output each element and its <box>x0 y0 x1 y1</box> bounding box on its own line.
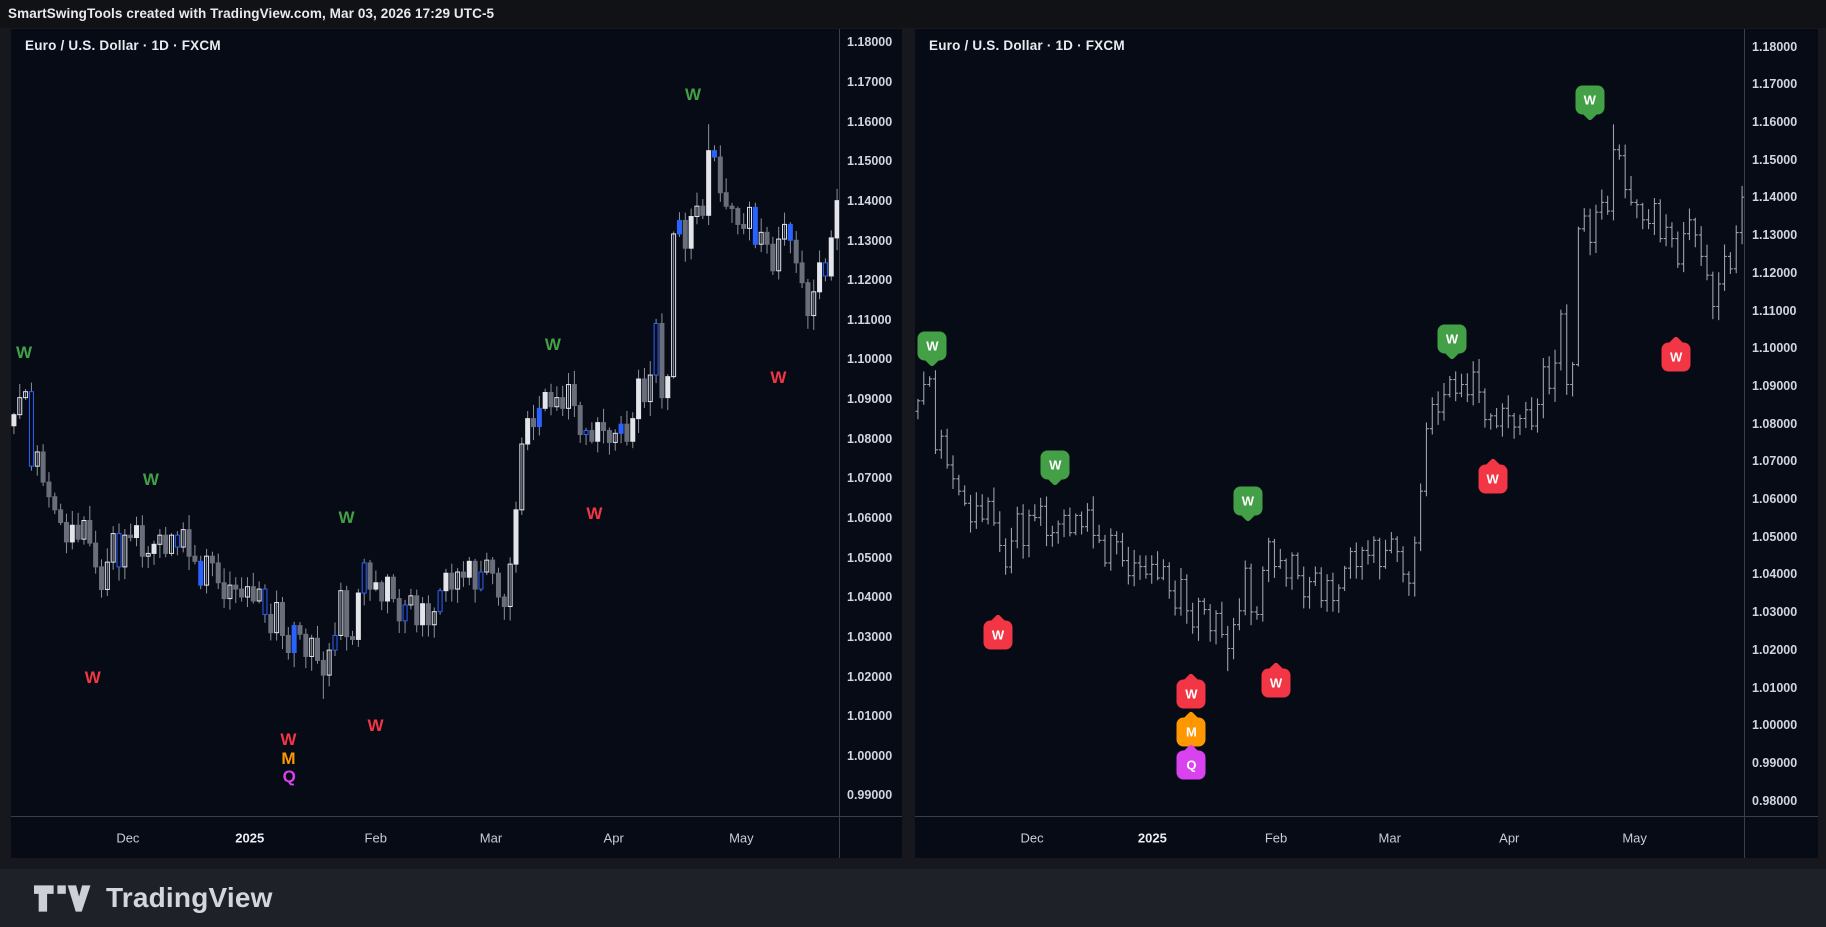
time-axis[interactable]: Dec 2025 Feb Mar Apr May <box>915 816 1818 858</box>
price-tick-label: 1.11000 <box>847 312 892 327</box>
price-tick-label: 1.07000 <box>847 471 893 486</box>
price-tick-label: 1.16000 <box>847 114 893 129</box>
price-tick-label: 1.10000 <box>847 352 893 367</box>
price-tick-label: 1.02000 <box>847 669 893 684</box>
time-tick-label: Mar <box>1378 830 1401 845</box>
price-tick-label: 0.99000 <box>1752 755 1798 770</box>
price-tick-label: 1.05000 <box>847 550 893 565</box>
price-tick-label: 1.12000 <box>1752 265 1798 280</box>
price-tick-label: 1.12000 <box>847 273 893 288</box>
price-tick-label: 1.04000 <box>847 590 893 605</box>
time-tick-label: Apr <box>1499 830 1520 845</box>
time-tick-label: Mar <box>479 830 503 845</box>
price-tick-label: 1.00000 <box>1752 718 1798 733</box>
price-tick-label: 1.05000 <box>1752 529 1798 544</box>
price-tick-label: 1.18000 <box>847 35 893 50</box>
time-tick-label: Apr <box>603 830 624 845</box>
price-tick-label: 1.16000 <box>1752 115 1798 129</box>
price-tick-label: 1.10000 <box>1752 341 1798 356</box>
price-tick-label: 1.17000 <box>1752 77 1798 92</box>
price-tick-label: 1.00000 <box>847 748 893 763</box>
price-tick-label: 1.14000 <box>1752 190 1798 205</box>
price-tick-label: 1.09000 <box>1752 378 1798 393</box>
price-tick-label: 0.99000 <box>847 788 893 803</box>
price-tick-label: 1.15000 <box>1752 152 1798 167</box>
price-tick-label: 1.01000 <box>1752 680 1798 695</box>
time-tick-label: May <box>1622 830 1647 845</box>
price-tick-label: 1.17000 <box>847 75 893 89</box>
candlestick-series <box>11 124 840 699</box>
symbol-title: Euro / U.S. Dollar · 1D · FXCM <box>929 38 1125 53</box>
brand-footer: TradingView <box>0 869 1826 927</box>
bar-plot-area[interactable] <box>915 29 1745 817</box>
price-tick-label: 1.02000 <box>1752 642 1798 657</box>
price-axis[interactable]: 1.18000 1.17000 1.16000 1.15000 1.14000 1.130… <box>1744 29 1818 858</box>
price-axis[interactable]: 1.18000 1.17000 1.16000 1.15000 1.14000 1.130… <box>839 29 902 858</box>
price-tick-label: 1.07000 <box>1752 454 1798 469</box>
time-axis[interactable]: Dec 2025 Feb Mar Apr May <box>11 816 902 858</box>
price-tick-label: 1.11000 <box>1752 303 1797 318</box>
price-tick-label: 1.14000 <box>847 193 893 208</box>
price-tick-label: 1.04000 <box>1752 567 1798 582</box>
time-tick-label: Feb <box>364 830 387 845</box>
tradingview-logo[interactable]: TradingView <box>34 882 273 914</box>
price-tick-label: 0.98000 <box>1752 793 1798 808</box>
tradingview-wordmark: TradingView <box>106 882 273 913</box>
symbol-title: Euro / U.S. Dollar · 1D · FXCM <box>25 38 221 53</box>
price-tick-label: 1.01000 <box>847 709 893 724</box>
price-tick-label: 1.15000 <box>847 154 893 169</box>
price-tick-label: 1.06000 <box>1752 492 1798 507</box>
price-tick-label: 1.13000 <box>1752 228 1798 243</box>
tradingview-mark-icon <box>34 884 91 912</box>
price-tick-label: 1.03000 <box>847 629 893 644</box>
price-tick-label: 1.18000 <box>1752 39 1798 54</box>
price-tick-label: 1.08000 <box>847 431 893 446</box>
attribution-header: SmartSwingTools created with TradingView… <box>0 0 1826 28</box>
candlestick-plot-area[interactable] <box>11 29 840 817</box>
time-tick-label: Feb <box>1264 830 1288 845</box>
time-tick-label: May <box>729 830 754 845</box>
time-tick-label: Dec <box>1020 830 1044 845</box>
price-tick-label: 1.13000 <box>847 233 893 248</box>
price-tick-label: 1.03000 <box>1752 605 1798 620</box>
time-tick-label: 2025 <box>1137 830 1167 845</box>
time-tick-label: 2025 <box>235 830 265 845</box>
attribution-text: SmartSwingTools created with TradingView… <box>8 6 495 21</box>
price-tick-label: 1.06000 <box>847 511 893 526</box>
time-tick-label: Dec <box>116 830 140 845</box>
ohlc-bar-series <box>915 124 1745 672</box>
price-tick-label: 1.08000 <box>1752 416 1798 431</box>
price-tick-label: 1.09000 <box>847 392 893 407</box>
